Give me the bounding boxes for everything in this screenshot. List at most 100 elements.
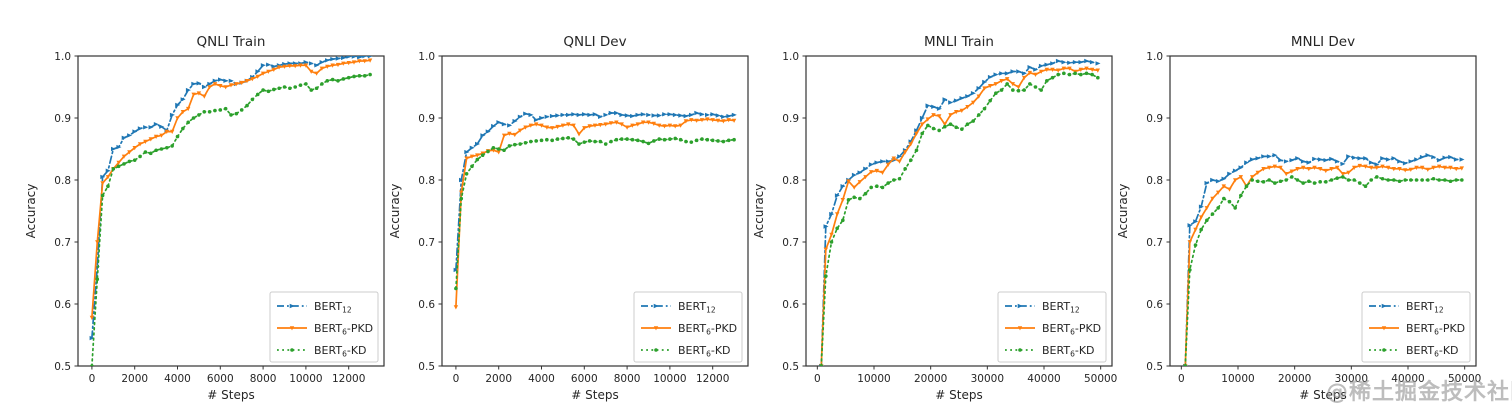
data-point-marker	[1391, 156, 1397, 161]
data-point-marker	[954, 110, 959, 115]
data-point-marker	[1329, 156, 1335, 162]
data-point-marker	[175, 116, 180, 121]
y-tick-label: 0.5	[54, 361, 71, 373]
data-point-marker	[897, 159, 902, 164]
data-point-marker	[1306, 160, 1312, 165]
data-point-marker	[1318, 167, 1323, 172]
data-point-marker	[459, 196, 464, 201]
data-point-marker	[1284, 178, 1288, 182]
data-point-marker	[1363, 164, 1368, 169]
x-tick-label: 20000	[914, 373, 947, 385]
y-tick-label: 0.8	[1146, 175, 1163, 187]
data-point-marker	[229, 113, 233, 117]
data-point-marker	[111, 146, 116, 152]
data-point-marker	[228, 78, 234, 83]
y-axis-label: Accuracy	[752, 184, 766, 239]
data-point-marker	[335, 56, 341, 61]
data-point-marker	[346, 56, 352, 59]
data-point-marker	[920, 131, 924, 136]
data-point-marker	[630, 137, 635, 142]
data-point-marker	[95, 240, 100, 245]
data-point-marker	[598, 114, 603, 119]
data-point-marker	[1329, 178, 1334, 182]
legend-label: BERT12	[1406, 300, 1444, 315]
data-point-marker	[652, 139, 656, 143]
data-point-marker	[592, 112, 598, 117]
data-point-marker	[325, 58, 330, 63]
data-point-marker	[914, 131, 919, 136]
data-point-marker	[1386, 178, 1390, 182]
data-point-marker	[1380, 176, 1385, 181]
data-point-marker	[635, 138, 640, 143]
legend-item: BERT6-KD	[1005, 344, 1095, 359]
data-point-marker	[186, 106, 191, 112]
data-point-marker	[1033, 85, 1038, 89]
data-point-marker	[576, 132, 582, 137]
data-point-marker	[993, 72, 999, 77]
data-point-marker	[1061, 66, 1066, 71]
data-point-marker	[1255, 170, 1260, 175]
data-point-marker	[245, 103, 249, 108]
data-point-marker	[1363, 156, 1369, 161]
data-point-marker	[646, 112, 652, 118]
y-axis-label: Accuracy	[1116, 184, 1130, 239]
data-point-marker	[549, 113, 555, 119]
data-point-marker	[959, 96, 965, 101]
y-tick-label: 1.0	[418, 51, 435, 63]
data-point-marker	[255, 92, 260, 97]
data-point-marker	[1284, 172, 1289, 177]
data-point-marker	[1239, 193, 1243, 198]
x-tick-label: 2000	[121, 373, 148, 385]
data-point-marker	[1368, 160, 1374, 165]
data-point-marker	[721, 139, 726, 144]
data-point-marker	[1033, 72, 1038, 77]
data-point-marker	[835, 226, 839, 231]
data-point-marker	[1442, 155, 1448, 160]
data-point-marker	[309, 69, 314, 74]
data-point-marker	[502, 148, 506, 153]
data-point-marker	[630, 123, 635, 128]
data-point-marker	[111, 167, 116, 171]
data-point-marker	[1357, 156, 1363, 161]
data-point-marker	[534, 139, 538, 143]
data-point-marker	[1021, 71, 1027, 76]
data-point-marker	[1244, 184, 1249, 188]
data-point-marker	[1385, 157, 1391, 162]
data-point-marker	[1084, 66, 1089, 71]
data-point-marker	[726, 118, 731, 123]
data-point-marker	[260, 71, 266, 76]
data-point-marker	[529, 139, 533, 144]
data-point-marker	[180, 110, 186, 115]
data-point-marker	[271, 67, 276, 72]
data-point-marker	[298, 63, 303, 68]
data-point-marker	[1067, 72, 1072, 77]
y-tick-label: 1.0	[782, 51, 799, 63]
data-point-marker	[731, 118, 737, 123]
data-point-marker	[148, 151, 153, 156]
data-point-marker	[1386, 165, 1391, 170]
data-point-marker	[1273, 181, 1277, 185]
data-point-marker	[1227, 199, 1232, 204]
x-tick-label: 20000	[1278, 373, 1311, 385]
data-point-marker	[1290, 175, 1294, 179]
x-tick-label: 6000	[207, 373, 234, 385]
data-point-marker	[1078, 60, 1084, 65]
data-point-marker	[1453, 157, 1459, 162]
data-point-marker	[635, 122, 640, 127]
data-point-marker	[1403, 168, 1408, 173]
data-point-marker	[351, 60, 357, 65]
data-point-marker	[608, 110, 614, 116]
data-point-marker	[1414, 178, 1419, 182]
data-point-marker	[523, 111, 529, 116]
data-point-marker	[1358, 181, 1362, 185]
data-point-marker	[1437, 178, 1441, 182]
data-point-marker	[1437, 164, 1442, 169]
data-point-marker	[539, 115, 545, 121]
data-point-marker	[982, 106, 987, 111]
data-point-marker	[159, 147, 164, 151]
data-point-marker	[1056, 72, 1060, 77]
data-point-marker	[710, 138, 715, 143]
data-point-marker	[834, 193, 840, 198]
series-bert6-pkd-markers	[89, 58, 373, 320]
data-point-marker	[863, 191, 868, 196]
